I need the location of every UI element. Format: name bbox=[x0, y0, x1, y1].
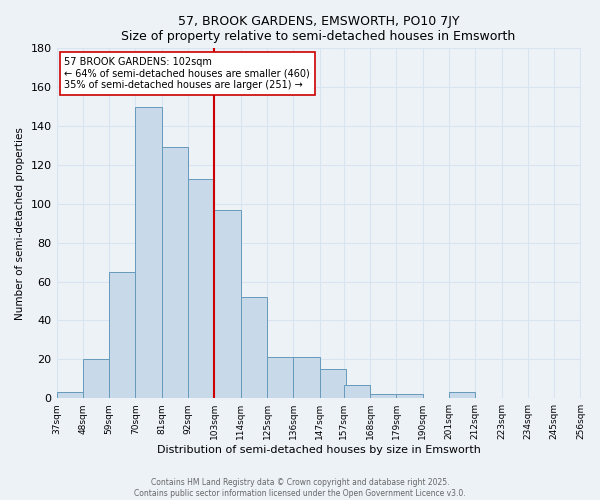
Text: 57 BROOK GARDENS: 102sqm
← 64% of semi-detached houses are smaller (460)
35% of : 57 BROOK GARDENS: 102sqm ← 64% of semi-d… bbox=[64, 57, 310, 90]
Bar bbox=[214, 210, 241, 398]
Bar bbox=[109, 272, 136, 398]
Bar bbox=[370, 394, 396, 398]
Text: Contains HM Land Registry data © Crown copyright and database right 2025.
Contai: Contains HM Land Registry data © Crown c… bbox=[134, 478, 466, 498]
X-axis label: Distribution of semi-detached houses by size in Emsworth: Distribution of semi-detached houses by … bbox=[157, 445, 481, 455]
Bar bbox=[241, 297, 267, 398]
Title: 57, BROOK GARDENS, EMSWORTH, PO10 7JY
Size of property relative to semi-detached: 57, BROOK GARDENS, EMSWORTH, PO10 7JY Si… bbox=[121, 15, 515, 43]
Bar bbox=[293, 358, 320, 398]
Bar bbox=[188, 178, 214, 398]
Bar bbox=[267, 358, 293, 398]
Bar bbox=[83, 360, 109, 398]
Bar bbox=[449, 392, 475, 398]
Y-axis label: Number of semi-detached properties: Number of semi-detached properties bbox=[15, 127, 25, 320]
Bar bbox=[136, 106, 162, 398]
Bar bbox=[344, 384, 370, 398]
Bar bbox=[396, 394, 422, 398]
Bar bbox=[56, 392, 83, 398]
Bar bbox=[320, 369, 346, 398]
Bar bbox=[162, 148, 188, 398]
